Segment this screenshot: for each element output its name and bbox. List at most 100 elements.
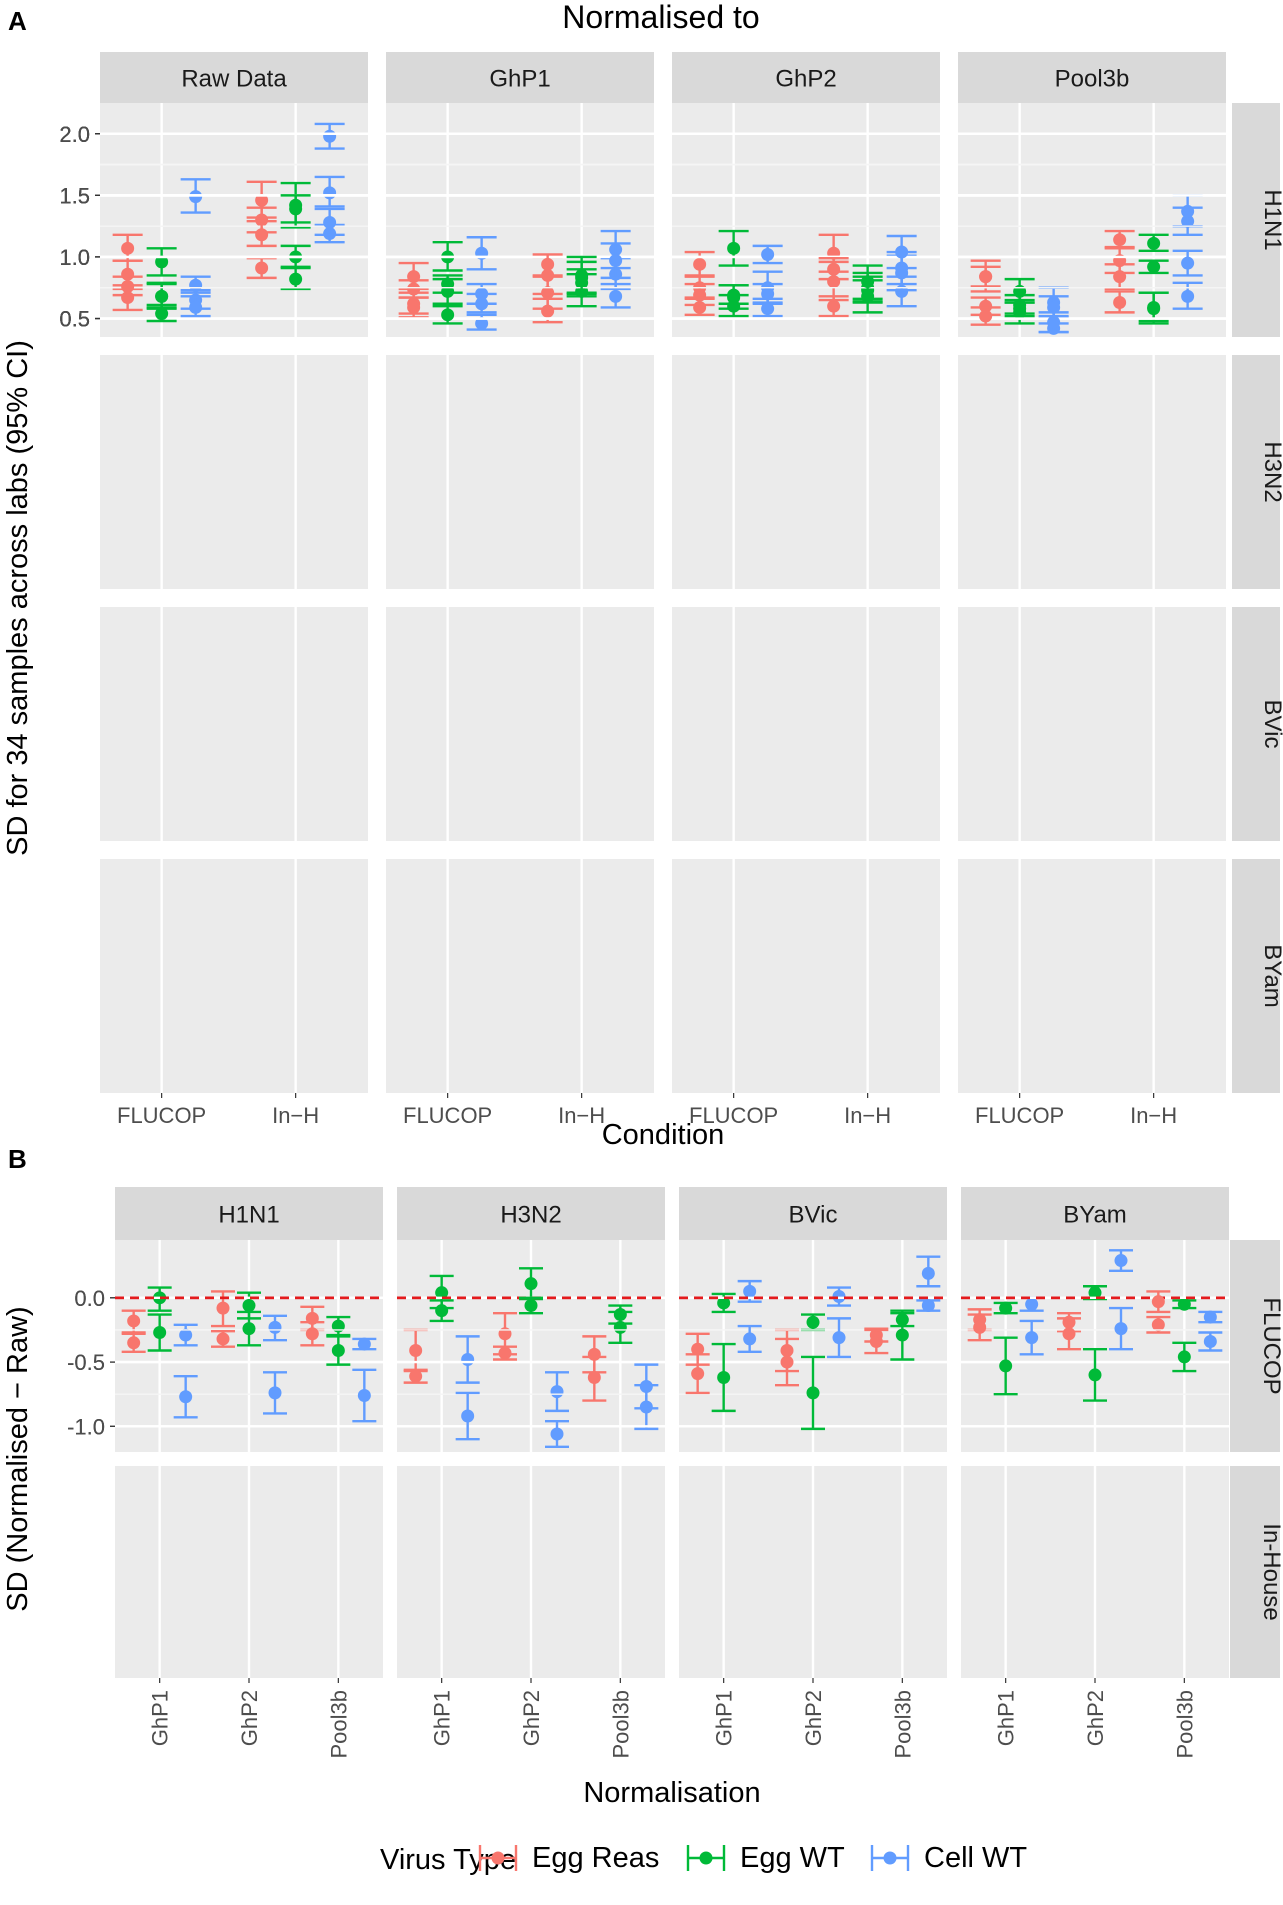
x-tick-label: GhP1 [712,1690,737,1746]
y-tick-label: 1.0 [59,245,90,270]
legend-items: Egg Reas Egg WT Cell WT [478,1842,1027,1874]
data-point [1151,1295,1165,1309]
data-point [475,316,489,330]
data-point [691,1342,705,1356]
facet-panel [100,132,368,841]
data-point [827,262,841,276]
column-strip [386,52,654,103]
x-tick-label: Pool3b [608,1690,633,1759]
y-tick-label: -1.0 [67,1414,105,1439]
y-tick-label: 0.0 [74,1286,105,1311]
data-point [1013,302,1027,316]
y-tick-label: -1.0 [67,1414,105,1439]
data-point [1047,315,1061,329]
column-strip-label: GhP1 [489,66,550,93]
data-point [550,1427,564,1441]
row-strip [1232,355,1280,589]
y-tick-label: 1.5 [59,183,90,208]
data-point [189,300,203,314]
facet-panel [115,1296,383,1678]
y-tick-label: -0.5 [67,1350,105,1375]
column-strip-label: H1N1 [218,1202,279,1229]
data-point [921,1299,935,1313]
y-tick-label: 0.5 [59,307,90,332]
data-point [1147,236,1161,250]
data-point [979,309,993,323]
row-strip-label: BVic [1259,700,1283,749]
data-point [179,1390,193,1404]
data-point [255,228,269,242]
y-tick-label: 1.0 [59,245,90,270]
y-tick-label: 2.0 [59,122,90,147]
row-strip [1232,859,1280,1093]
data-point [693,257,707,271]
data-point [289,202,303,216]
x-tick-label: FLUCOP [975,1103,1064,1128]
column-strip-label: BVic [789,1202,838,1229]
data-point [1177,1297,1191,1311]
data-point [1147,300,1161,314]
panel-background [386,103,654,337]
x-tick-label: Pool3b [1172,1690,1197,1759]
x-tick-label: FLUCOP [689,1103,778,1128]
y-tick-label: 0.5 [59,307,90,332]
column-strip [679,1187,947,1240]
data-point [921,1266,935,1280]
data-point [127,1336,141,1350]
data-point [806,1315,820,1329]
x-tick-label: Pool3b [326,1690,351,1759]
data-point [121,241,135,255]
panel-background [672,607,940,841]
row-strip-label: H3N2 [1259,441,1283,502]
data-point [407,297,421,311]
x-tick-label: In−H [558,1103,605,1128]
data-point [524,1277,538,1291]
data-point [323,186,337,200]
data-point [331,1343,345,1357]
data-point [1047,300,1061,314]
data-point [498,1346,512,1360]
row-strip-label: In-House [1258,1523,1283,1620]
data-point [999,1301,1013,1315]
data-point [587,1370,601,1384]
data-point [717,1296,731,1310]
panel-b: H1N1 GhP1 GhP2 Pool3b H3N2 GhP1 GhP2 Pool3b BVic… [2,1187,1283,1809]
x-tick-label: GhP1 [148,1690,173,1746]
x-axis-title: Normalisation [583,1777,760,1809]
data-point [461,1352,475,1366]
column-strip [100,52,368,103]
data-point [639,1379,653,1393]
panel-background [958,607,1226,841]
facet-panel [386,132,654,1093]
data-point [524,1299,538,1313]
facet-panel [958,132,1226,841]
data-point [475,297,489,311]
y-tick-label: 2.0 [59,122,90,147]
y-tick-label: 2.0 [59,122,90,147]
data-point [305,1327,319,1341]
data-point [1203,1310,1217,1324]
facet-panel [958,132,1226,1093]
data-point [189,278,203,292]
data-point [323,129,337,143]
legend-key-point [699,1851,713,1865]
data-point [575,268,589,282]
data-point [979,299,993,313]
data-point [357,1337,371,1351]
data-point [613,1308,627,1322]
facet-panel [672,132,940,841]
data-point [289,272,303,286]
x-tick-label: In−H [272,1103,319,1128]
data-point [155,255,169,269]
y-tick-label: 0.5 [59,307,90,332]
panel-background [958,859,1226,1093]
data-point [127,1314,141,1328]
panel-background [386,607,654,841]
data-point [1114,1254,1128,1268]
data-point [973,1320,987,1334]
data-point [895,266,909,280]
row-strip-label: BYam [1259,944,1283,1008]
data-point [1088,1368,1102,1382]
column-strip-label: H3N2 [500,1202,561,1229]
